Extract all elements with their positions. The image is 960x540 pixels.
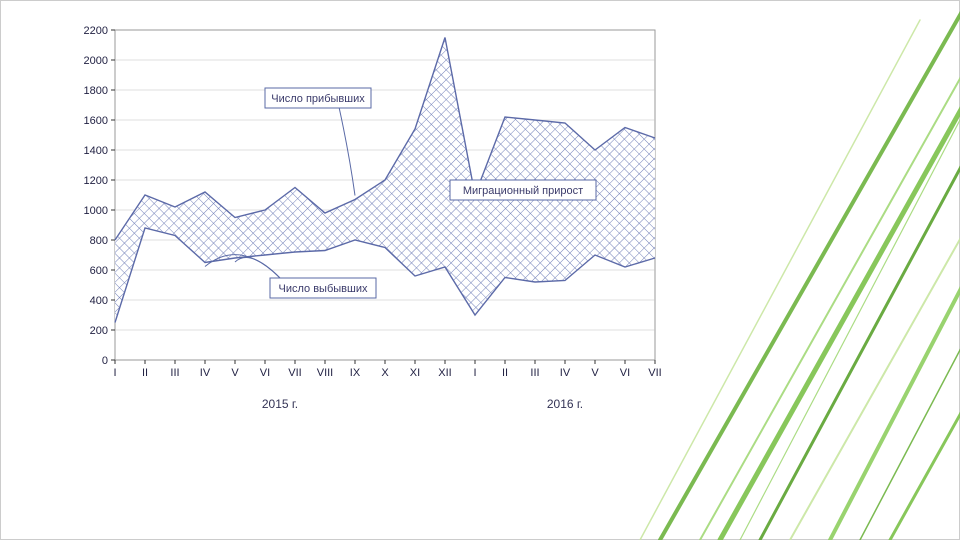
year-label: 2016 г. bbox=[547, 397, 583, 411]
migration-chart: 0 200 400 600 800 1000 1200 1400 1600 1800 2000 220… bbox=[70, 20, 690, 450]
y-tick-label: 800 bbox=[90, 235, 108, 247]
x-tick-label: VII bbox=[288, 367, 301, 379]
x-tick-label: VI bbox=[620, 367, 630, 379]
y-tick-label: 2200 bbox=[84, 25, 108, 37]
annot-growth-label: Миграционный прирост bbox=[463, 185, 583, 197]
annot-departures-label: Число выбывших bbox=[279, 283, 368, 295]
x-tick-label: VIII bbox=[317, 367, 334, 379]
x-tick-label: XII bbox=[438, 367, 451, 379]
x-tick-label: VI bbox=[260, 367, 270, 379]
y-tick-label: 200 bbox=[90, 325, 108, 337]
x-tick-label: IX bbox=[350, 367, 361, 379]
x-tick-label: V bbox=[591, 367, 599, 379]
chart-svg: 0 200 400 600 800 1000 1200 1400 1600 1800 2000 220… bbox=[70, 20, 690, 450]
y-tick-label: 1000 bbox=[84, 205, 108, 217]
x-tick-label: XI bbox=[410, 367, 420, 379]
x-tick-label: I bbox=[113, 367, 116, 379]
y-tick-label: 2000 bbox=[84, 55, 108, 67]
x-tick-label: III bbox=[530, 367, 539, 379]
y-tick-label: 0 bbox=[102, 355, 108, 367]
x-tick-label: IV bbox=[200, 367, 211, 379]
year-label: 2015 г. bbox=[262, 397, 298, 411]
x-tick-label: II bbox=[502, 367, 508, 379]
y-tick-label: 400 bbox=[90, 295, 108, 307]
x-tick-label: V bbox=[231, 367, 239, 379]
y-tick-label: 600 bbox=[90, 265, 108, 277]
x-tick-label: VII bbox=[648, 367, 661, 379]
y-tick-label: 1800 bbox=[84, 85, 108, 97]
x-tick-label: IV bbox=[560, 367, 571, 379]
x-tick-label: II bbox=[142, 367, 148, 379]
y-tick-label: 1600 bbox=[84, 115, 108, 127]
slide: { "chart": { "type": "area-between-lines… bbox=[0, 0, 960, 540]
annot-arrivals-label: Число прибывших bbox=[271, 93, 365, 105]
x-tick-label: X bbox=[381, 367, 389, 379]
y-tick-label: 1200 bbox=[84, 175, 108, 187]
x-tick-label: III bbox=[170, 367, 179, 379]
x-tick-label: I bbox=[473, 367, 476, 379]
y-tick-label: 1400 bbox=[84, 145, 108, 157]
